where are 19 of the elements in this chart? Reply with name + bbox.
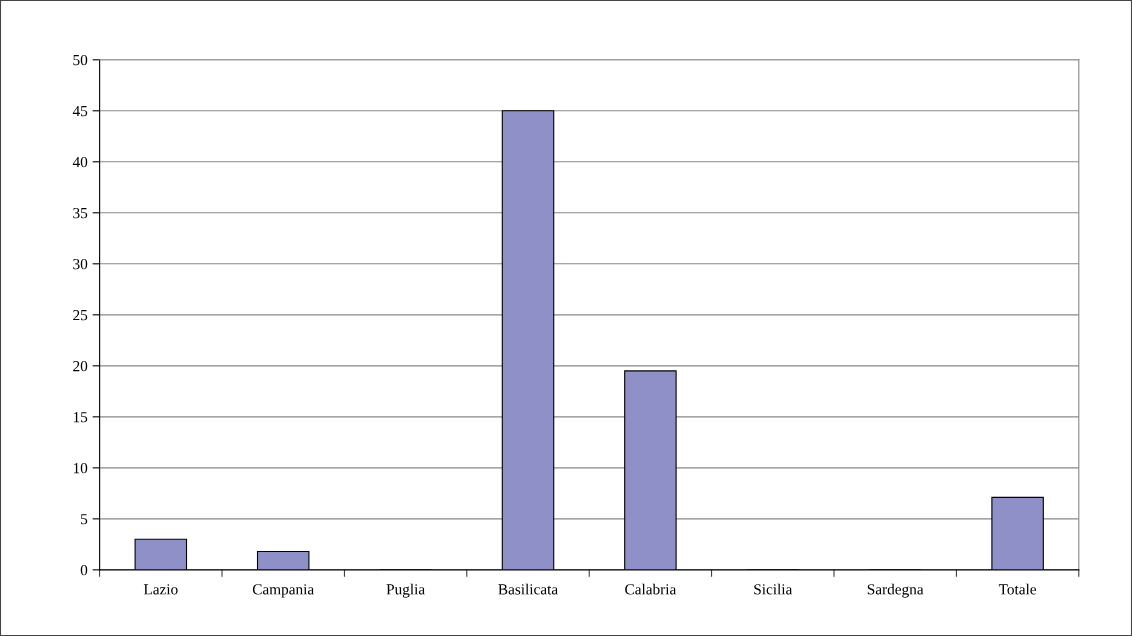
y-tick-label: 25 bbox=[73, 310, 88, 321]
x-tick-label: Calabria bbox=[625, 583, 677, 595]
y-tick-label: 20 bbox=[73, 360, 88, 372]
y-tick-label: 50 bbox=[73, 54, 88, 66]
x-tick-label: Puglia bbox=[386, 583, 425, 598]
y-tick-label: 10 bbox=[73, 462, 88, 474]
y-tick-label: 15 bbox=[73, 412, 88, 423]
y-tick-label: 35 bbox=[73, 207, 88, 219]
y-tick-label: 0 bbox=[80, 565, 88, 576]
y-tick-label: 30 bbox=[73, 258, 88, 270]
x-tick-label: Basilicata bbox=[498, 583, 558, 595]
x-tick-label: Sicilia bbox=[754, 583, 793, 595]
x-tick-label: Campania bbox=[252, 584, 314, 598]
y-tick-label: 5 bbox=[81, 514, 88, 525]
x-tick-label: Lazio bbox=[143, 584, 178, 595]
x-tick-label: Totale bbox=[998, 583, 1037, 595]
y-tick-label: 40 bbox=[72, 156, 88, 168]
x-tick-label: Sardegna bbox=[867, 583, 924, 598]
y-tick-label: 45 bbox=[72, 106, 88, 117]
